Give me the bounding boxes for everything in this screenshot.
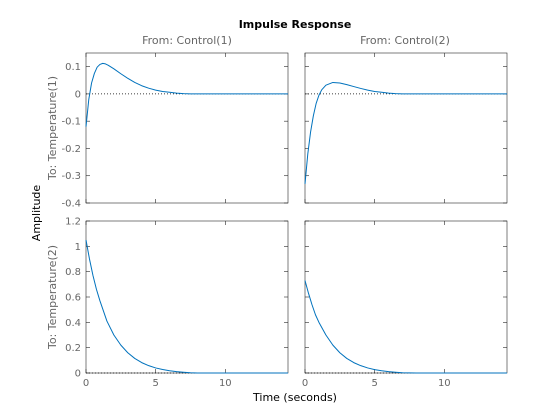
y-tick-label-r1-c1-2: -0.2 — [61, 144, 81, 155]
x-tick-label-r2-c1-0: 0 — [83, 378, 89, 389]
column-label-control-1: From: Control(1) — [142, 34, 232, 47]
y-tick-label-r1-c1-0: -0.4 — [61, 199, 81, 210]
y-tick-label-r1-c1-1: -0.3 — [61, 171, 81, 182]
panel-r2-c2: 0 5 10 — [302, 220, 508, 389]
x-tick-label-r2-c1-1: 5 — [152, 378, 158, 389]
x-axis-label: Time (seconds) — [252, 391, 337, 404]
plot-area: -0.4 -0.3 -0.2 -0.1 0 0.1 0 5 10 0 0.2 0.4 0.6 0.8 1 1.… — [61, 52, 508, 389]
panel-frame-r1-c1 — [85, 52, 289, 204]
response-curve-r1-c1 — [85, 62, 288, 127]
y-tick-label-r2-c1-0: 0 — [75, 369, 81, 380]
y-tick-label-r1-c1-3: -0.1 — [61, 117, 81, 128]
response-curve-r1-c2 — [304, 81, 507, 184]
x-tick-label-r2-c2-0: 0 — [302, 378, 308, 389]
y-tick-label-r2-c1-2: 0.4 — [65, 318, 81, 329]
panel-r2-c1: 0 5 10 0 0.2 0.4 0.6 0.8 1 1.2 — [65, 217, 289, 389]
chart-title: Impulse Response — [239, 18, 352, 31]
y-tick-label-r2-c1-4: 0.8 — [65, 267, 81, 278]
y-tick-label-r2-c1-1: 0.2 — [65, 343, 81, 354]
panel-r1-c1: -0.4 -0.3 -0.2 -0.1 0 0.1 — [61, 52, 289, 210]
x-tick-label-r2-c1-2: 10 — [219, 378, 232, 389]
y-tick-label-r2-c1-6: 1.2 — [65, 217, 81, 228]
response-curve-r2-c2 — [304, 280, 507, 374]
y-tick-label-r1-c1-4: 0 — [75, 89, 81, 100]
row-label-temperature-1: To: Temperature(1) — [46, 76, 59, 181]
y-tick-label-r2-c1-5: 1 — [75, 242, 81, 253]
y-axis-label: Amplitude — [30, 185, 43, 242]
panel-frame-r1-c2 — [304, 52, 508, 204]
y-tick-label-r1-c1-5: 0.1 — [65, 62, 81, 73]
panel-frame-r2-c2 — [304, 220, 508, 374]
x-tick-label-r2-c2-1: 5 — [371, 378, 377, 389]
column-label-control-2: From: Control(2) — [360, 34, 450, 47]
response-curve-r2-c1 — [85, 239, 288, 374]
x-tick-label-r2-c2-2: 10 — [438, 378, 451, 389]
panel-frame-r2-c1 — [85, 220, 289, 374]
y-tick-label-r2-c1-3: 0.6 — [65, 293, 81, 304]
panel-r1-c2 — [304, 52, 508, 204]
row-label-temperature-2: To: Temperature(2) — [46, 245, 59, 350]
